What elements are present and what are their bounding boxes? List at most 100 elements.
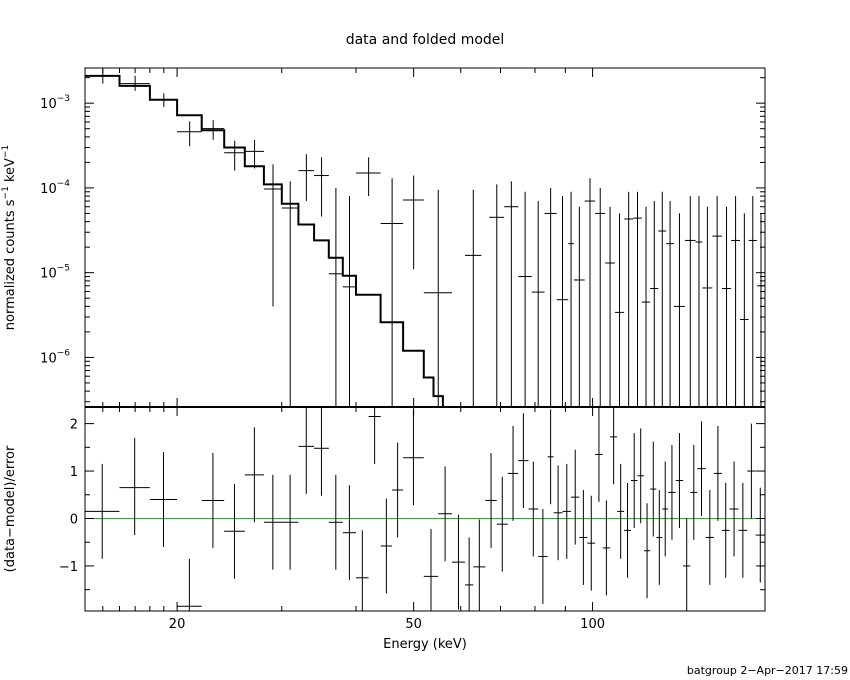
- ylabel-exp-2: −1: [1, 145, 11, 158]
- residual-point: [224, 483, 245, 579]
- residual-point: [438, 466, 452, 562]
- data-point: [702, 206, 713, 407]
- residual-point: [683, 518, 691, 611]
- data-point: [263, 164, 282, 307]
- data-point: [595, 187, 606, 407]
- data-point: [423, 189, 452, 407]
- ylabel-exp-1: −1: [1, 186, 11, 199]
- data-points: [85, 69, 765, 407]
- residual-point: [729, 461, 739, 557]
- x-tick-label: 20: [169, 617, 186, 632]
- residual-point: [356, 530, 369, 611]
- residual-point: [518, 413, 529, 509]
- data-point: [666, 201, 674, 407]
- data-point: [748, 196, 757, 407]
- residual-point: [643, 503, 651, 599]
- data-point: [177, 121, 202, 147]
- residual-point: [650, 441, 657, 537]
- residual-y-tick-label: −1: [59, 560, 78, 575]
- residual-point: [149, 452, 178, 547]
- residual-point: [328, 474, 343, 570]
- model-histogram: [85, 74, 444, 407]
- residual-point: [738, 482, 748, 578]
- data-point: [684, 196, 696, 407]
- residual-point: [705, 490, 714, 585]
- residual-point: [485, 453, 497, 548]
- data-point: [731, 196, 740, 407]
- data-point: [695, 196, 703, 407]
- spectrum-panel: 10−310−410−510−6 normalized counts s−1 k…: [1, 67, 766, 408]
- residual-point: [610, 407, 618, 485]
- residual-point: [624, 482, 631, 578]
- x-axis-label: Energy (keV): [383, 637, 467, 652]
- residual-point: [392, 442, 404, 538]
- residual-point: [473, 519, 486, 611]
- residual-point: [713, 425, 722, 521]
- data-point: [614, 213, 625, 407]
- residual-y-axis-label: (data−model)/error: [3, 445, 18, 572]
- data-point: [504, 181, 519, 407]
- residual-point: [314, 407, 329, 496]
- residual-point: [201, 453, 225, 548]
- data-point: [119, 75, 150, 91]
- residual-point: [538, 509, 548, 604]
- residual-point: [244, 427, 264, 523]
- data-point: [584, 178, 596, 407]
- data-point: [605, 206, 615, 407]
- y-tick-label: 10−6: [40, 348, 70, 366]
- residual-points: [85, 407, 765, 611]
- residual-point: [656, 490, 663, 585]
- data-point: [633, 191, 642, 407]
- residual-point: [464, 537, 474, 611]
- data-point: [244, 139, 264, 169]
- data-point: [756, 213, 765, 407]
- residual-point: [579, 490, 588, 585]
- residual-point: [423, 528, 439, 611]
- spectrum-y-axis-label: normalized counts s−1 keV−1: [1, 145, 18, 330]
- data-point: [464, 189, 482, 407]
- model-line: [85, 74, 444, 407]
- data-point: [658, 191, 667, 407]
- data-point: [224, 140, 245, 171]
- residual-point: [281, 474, 299, 570]
- data-point: [712, 196, 722, 407]
- residual-point: [507, 425, 519, 521]
- residual-point: [690, 444, 698, 540]
- residual-point: [496, 476, 508, 572]
- residual-point: [263, 474, 282, 570]
- residual-point: [662, 461, 669, 557]
- residual-point: [85, 463, 120, 559]
- residual-y-ticks: 2 1 0 −1: [59, 418, 765, 591]
- data-point: [673, 213, 685, 407]
- residual-point: [595, 407, 603, 502]
- data-point: [568, 191, 574, 407]
- y-tick-label: 10−3: [40, 94, 70, 112]
- x-tick-label: 100: [580, 617, 605, 632]
- residual-point: [177, 558, 202, 611]
- data-point: [518, 191, 532, 407]
- data-point: [314, 157, 329, 217]
- residual-panel-frame: [84, 406, 766, 612]
- residual-point: [342, 485, 357, 581]
- data-point: [624, 191, 634, 407]
- data-point: [403, 175, 424, 270]
- residual-point: [451, 514, 465, 610]
- chart-title: data and folded model: [346, 32, 505, 48]
- residual-point: [697, 421, 706, 517]
- residual-point: [675, 433, 684, 528]
- residual-y-tick-label: 1: [70, 465, 78, 480]
- footer-stamp: batgroup 2−Apr−2017 17:59: [687, 664, 848, 677]
- residual-point: [602, 500, 611, 596]
- residual-point: [403, 410, 424, 506]
- data-point: [201, 120, 225, 140]
- data-point: [721, 206, 732, 407]
- data-point: [544, 187, 557, 407]
- spectrum-panel-frame: [84, 67, 766, 408]
- residual-point: [721, 482, 730, 578]
- data-point: [489, 184, 505, 407]
- data-point: [149, 93, 178, 108]
- y-tick-label: 10−4: [40, 179, 70, 197]
- residual-point: [119, 437, 150, 536]
- residual-point: [380, 498, 393, 594]
- data-point: [573, 206, 585, 407]
